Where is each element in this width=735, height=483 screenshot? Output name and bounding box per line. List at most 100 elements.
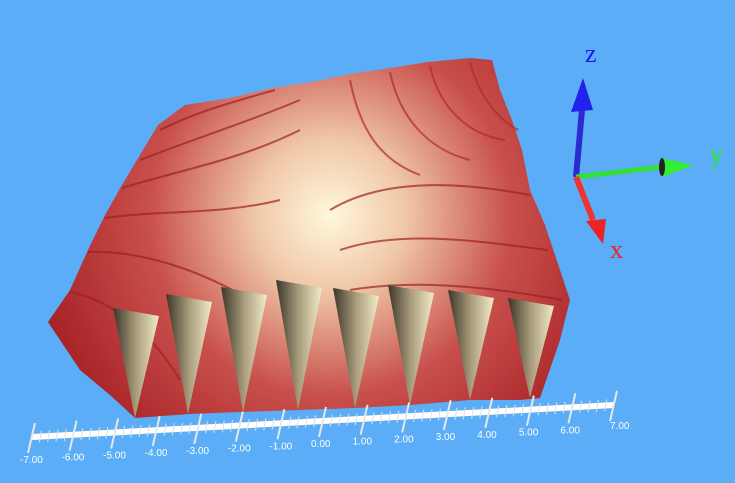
ruler-minor-tick bbox=[271, 417, 275, 430]
ruler-minor-tick bbox=[579, 400, 583, 413]
ruler-major-tick bbox=[567, 393, 577, 424]
ruler-minor-tick bbox=[462, 407, 466, 420]
surface-ridge bbox=[429, 65, 506, 141]
ruler-major-tick bbox=[484, 397, 494, 429]
ruler-minor-tick bbox=[437, 408, 441, 421]
ruler-tick-label: -1.00 bbox=[269, 441, 292, 452]
ruler-minor-tick bbox=[454, 407, 458, 420]
ruler-minor-tick bbox=[288, 416, 292, 429]
ruler-major-tick bbox=[318, 406, 327, 438]
ruler-tick-label: -5.00 bbox=[103, 450, 126, 461]
ruler-tick-label: 4.00 bbox=[477, 430, 497, 441]
surface-spike bbox=[166, 294, 212, 414]
ruler-tick-label: 7.00 bbox=[610, 421, 630, 432]
ruler-minor-tick bbox=[479, 406, 483, 419]
surface-spike bbox=[333, 288, 379, 408]
ruler-minor-tick bbox=[296, 416, 300, 429]
ruler-minor-tick bbox=[121, 425, 125, 439]
z-axis-shaft bbox=[573, 109, 585, 178]
ruler-minor-tick bbox=[313, 415, 317, 428]
y-axis-arrowhead bbox=[661, 158, 693, 177]
ruler-minor-tick bbox=[213, 420, 217, 434]
ruler-tick-label: 0.00 bbox=[311, 439, 331, 450]
z-axis-label: z bbox=[585, 39, 597, 68]
ruler-minor-tick bbox=[545, 402, 549, 415]
ruler-tick-label: -4.00 bbox=[145, 448, 168, 459]
ruler-major-tick bbox=[27, 422, 36, 454]
ruler-minor-tick bbox=[205, 421, 209, 434]
ruler-major-tick bbox=[442, 399, 452, 431]
ruler-minor-tick bbox=[171, 423, 175, 436]
surface-spikes bbox=[113, 280, 554, 418]
ruler-minor-tick bbox=[80, 428, 84, 441]
ruler-major-tick bbox=[276, 409, 286, 440]
ruler-minor-tick bbox=[63, 429, 67, 442]
ruler-minor-tick bbox=[254, 418, 258, 431]
ruler-tick-label: -7.00 bbox=[20, 455, 43, 466]
ruler-minor-tick bbox=[130, 425, 134, 438]
ruler-minor-tick bbox=[604, 399, 608, 412]
ruler-minor-tick bbox=[346, 413, 350, 426]
ruler-minor-tick bbox=[329, 414, 333, 427]
surface-spike bbox=[276, 280, 322, 410]
surface-ridge bbox=[389, 71, 471, 161]
ruler-minor-tick bbox=[38, 430, 42, 443]
ruler-minor-tick bbox=[88, 427, 92, 440]
ruler-tick-label: 6.00 bbox=[560, 425, 580, 436]
ruler-minor-tick bbox=[379, 411, 383, 424]
ruler-minor-tick bbox=[221, 420, 225, 433]
surface-spike bbox=[388, 285, 434, 405]
ruler-tick-label: -6.00 bbox=[62, 453, 85, 464]
ruler-minor-tick bbox=[163, 423, 167, 436]
ruler-minor-tick bbox=[496, 405, 500, 418]
surface-ridge bbox=[349, 79, 421, 176]
ruler-minor-tick bbox=[47, 430, 51, 443]
z-axis-arrowhead bbox=[571, 78, 593, 112]
ruler-minor-tick bbox=[595, 399, 599, 412]
ruler-minor-tick bbox=[396, 410, 400, 423]
surface-ridge bbox=[469, 61, 519, 131]
ruler-minor-tick bbox=[304, 415, 308, 428]
ruler-minor-tick bbox=[230, 419, 234, 433]
surface-ridge bbox=[159, 89, 276, 131]
ruler-tick-label: -3.00 bbox=[186, 446, 209, 457]
ruler-tick-label: 3.00 bbox=[436, 432, 456, 443]
ruler-minor-tick bbox=[421, 409, 425, 422]
y-axis-shaft bbox=[575, 164, 663, 180]
ruler-minor-tick bbox=[521, 403, 525, 417]
ruler-minor-tick bbox=[338, 414, 342, 427]
axis-ruler: -7.00 -6.00 -5.00 -4.00 -3.00 -2.00 -1.00 0.00 1… bbox=[20, 390, 630, 466]
ruler-minor-tick bbox=[562, 401, 566, 414]
ruler-minor-tick bbox=[504, 404, 508, 418]
ruler-tick-label: 5.00 bbox=[519, 428, 539, 439]
ruler-minor-tick bbox=[412, 409, 416, 423]
ruler-minor-tick bbox=[471, 406, 475, 419]
surface-ridge bbox=[339, 237, 549, 251]
ruler-major-tick bbox=[609, 390, 618, 422]
ruler-tick-label: 1.00 bbox=[353, 437, 373, 448]
y-axis-cap bbox=[659, 158, 665, 176]
ruler-minor-tick bbox=[429, 408, 433, 422]
ruler-minor-tick bbox=[512, 404, 516, 417]
surface-ridge bbox=[329, 184, 531, 211]
ruler-minor-tick bbox=[537, 403, 541, 416]
ruler-major-tick bbox=[193, 413, 203, 445]
ruler-tick-label: 2.00 bbox=[394, 434, 414, 445]
ruler-minor-tick bbox=[97, 427, 101, 440]
surface-ridge bbox=[139, 99, 301, 161]
ruler-minor-tick bbox=[138, 424, 142, 438]
ruler-minor-tick bbox=[55, 429, 59, 442]
ruler-major-tick bbox=[401, 402, 411, 433]
ruler-major-tick bbox=[110, 418, 120, 449]
surface-fins bbox=[69, 61, 563, 381]
x-axis-label: x bbox=[610, 235, 623, 264]
surface-spike bbox=[508, 298, 554, 398]
ruler-major-tick bbox=[359, 404, 369, 435]
surface-ridge bbox=[121, 129, 301, 189]
surface-spike bbox=[113, 308, 159, 418]
ruler-minor-tick bbox=[354, 413, 358, 426]
ruler-minor-tick bbox=[246, 419, 250, 432]
ruler-minor-tick bbox=[587, 400, 591, 413]
ruler-minor-tick bbox=[180, 422, 184, 435]
